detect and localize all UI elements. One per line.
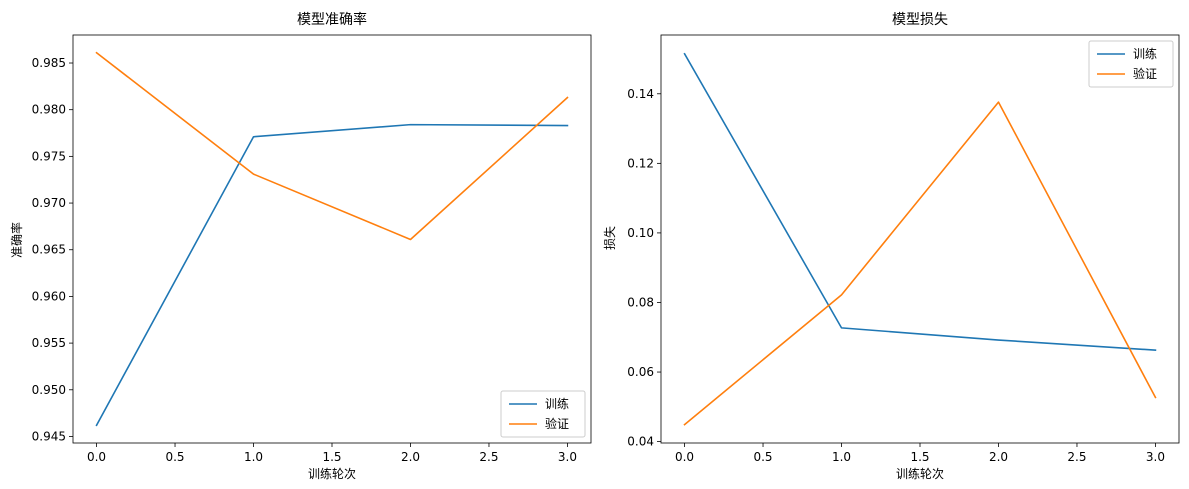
accuracy-legend-box: [500, 390, 586, 438]
loss-x-tick-label: 1.5: [910, 450, 929, 464]
accuracy-chart: 模型准确率 训练轮次 准确率 0.0 0.5 1.0 1.5 2.0 2.5 3.0 0.94…: [9, 11, 592, 481]
accuracy-y-tick-label: 0.950: [32, 383, 66, 397]
accuracy-series-line-0: [95, 123, 569, 427]
loss-y-tick-label: 0.04: [627, 435, 654, 449]
accuracy-legend-label-1: 验证: [545, 416, 569, 431]
accuracy-series-line-1: [95, 51, 569, 241]
loss-legend-label-1: 验证: [1133, 66, 1157, 81]
loss-plot-area: 0.0 0.5 1.0 1.5 2.0 2.5 3.0 0.04 0.06 0.08 0.10 0.1…: [627, 34, 1180, 464]
loss-series-line-1: [683, 101, 1157, 426]
accuracy-y-tick-label: 0.945: [32, 429, 66, 443]
loss-x-tick-label: 0.0: [675, 450, 694, 464]
loss-x-tick-label: 3.0: [1146, 450, 1165, 464]
accuracy-y-tick-label: 0.985: [32, 56, 66, 70]
accuracy-x-tick-label: 2.0: [401, 450, 420, 464]
accuracy-chart-ylabel: 准确率: [9, 222, 24, 258]
accuracy-x-tick-label: 0.0: [87, 450, 106, 464]
loss-series-line-0: [683, 52, 1157, 351]
loss-y-tick-label: 0.08: [627, 295, 654, 309]
loss-chart-title: 模型损失: [892, 12, 948, 28]
loss-x-tick-label: 2.5: [1067, 450, 1086, 464]
loss-y-tick-label: 0.14: [627, 87, 654, 101]
accuracy-x-tick-label: 0.5: [165, 450, 184, 464]
accuracy-y-tick-label: 0.965: [32, 243, 66, 257]
loss-x-tick-label: 2.0: [989, 450, 1008, 464]
accuracy-y-tick-label: 0.960: [32, 289, 66, 303]
accuracy-x-tick-label: 1.5: [322, 450, 341, 464]
accuracy-y-tick-label: 0.975: [32, 149, 66, 163]
loss-y-tick-label: 0.06: [627, 365, 654, 379]
loss-chart-ylabel: 损失: [602, 226, 617, 250]
loss-y-tick-label: 0.12: [627, 156, 654, 170]
loss-y-tick-label: 0.10: [627, 226, 654, 240]
accuracy-x-tick-label: 1.0: [244, 450, 263, 464]
accuracy-chart-title: 模型准确率: [297, 11, 367, 28]
accuracy-y-tick-label: 0.970: [32, 196, 66, 210]
accuracy-x-tick-label: 2.5: [479, 450, 498, 464]
loss-x-tick-label: 1.0: [832, 450, 851, 464]
accuracy-chart-xlabel: 训练轮次: [308, 466, 356, 481]
accuracy-y-tick-label: 0.980: [32, 103, 66, 117]
accuracy-plot-area: 0.0 0.5 1.0 1.5 2.0 2.5 3.0 0.945 0.950 0.955 0.96…: [32, 34, 592, 464]
loss-chart-xlabel: 训练轮次: [896, 466, 944, 481]
loss-legend-label-0: 训练: [1133, 46, 1157, 61]
accuracy-legend-label-0: 训练: [545, 396, 569, 411]
accuracy-y-tick-label: 0.955: [32, 336, 66, 350]
loss-x-tick-label: 0.5: [753, 450, 772, 464]
loss-legend-box: [1088, 40, 1174, 88]
accuracy-x-tick-label: 3.0: [558, 450, 577, 464]
loss-chart: 模型损失 训练轮次 损失 0.0 0.5 1.0 1.5 2.0 2.5 3.00.040.…: [602, 12, 1180, 481]
